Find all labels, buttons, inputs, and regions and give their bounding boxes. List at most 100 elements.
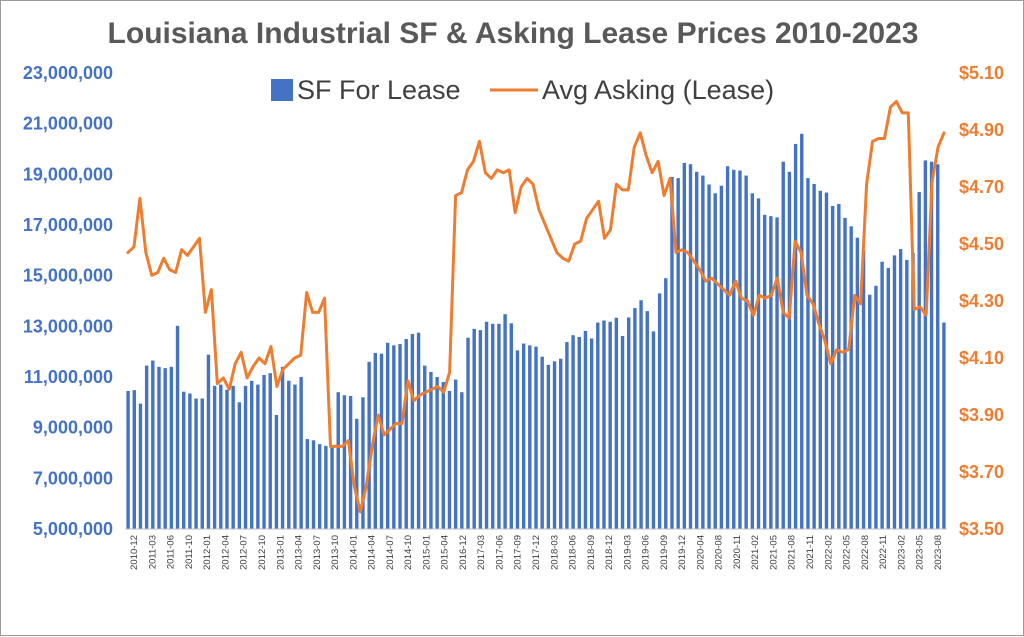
bar: [627, 317, 631, 529]
y-right-tick-label: $4.10: [959, 348, 1004, 368]
x-tick-label: 2012-01: [202, 535, 213, 570]
legend: SF For Lease Avg Asking (Lease): [271, 75, 774, 105]
y-right-tick-label: $3.90: [959, 405, 1004, 425]
bar: [898, 249, 903, 529]
x-tick-label: 2021-02: [750, 535, 761, 570]
x-tick-label: 2014-07: [385, 535, 396, 570]
x-tick-label: 2021-05: [768, 535, 779, 570]
bar: [936, 164, 940, 529]
bar: [515, 350, 520, 529]
bar: [398, 344, 402, 529]
bar: [855, 237, 860, 530]
bar: [806, 178, 810, 529]
legend-label-line: Avg Asking (Lease): [542, 75, 774, 105]
bar: [453, 379, 458, 529]
bar: [447, 390, 452, 529]
bar: [497, 323, 501, 529]
bar: [892, 255, 897, 529]
y-right-tick-label: $3.70: [959, 462, 1004, 482]
bar: [577, 336, 581, 529]
bar: [206, 354, 211, 529]
bar: [243, 385, 248, 529]
bar: [837, 203, 841, 529]
bar: [336, 392, 340, 529]
x-tick-label: 2011-06: [166, 535, 177, 569]
bar: [843, 217, 847, 529]
x-tick-label: 2012-04: [220, 535, 231, 570]
bar: [521, 343, 526, 529]
bar: [559, 358, 563, 529]
bar: [596, 322, 600, 529]
bar: [694, 171, 699, 530]
y-right-tick-label: $4.90: [959, 120, 1004, 140]
y-left-tick-label: 15,000,000: [23, 266, 113, 286]
bar: [664, 278, 668, 529]
bar: [719, 185, 724, 530]
bar: [781, 161, 785, 530]
y-axis-right: $3.50 $3.70 $3.90 $4.10 $4.30 $4.50 $4.70 $4.90…: [959, 63, 1004, 539]
bar: [441, 382, 445, 529]
x-tick-label: 2020-08: [714, 535, 725, 570]
x-tick-label: 2023-08: [933, 535, 944, 570]
bar: [392, 345, 396, 529]
bar: [404, 339, 408, 529]
y-right-tick-label: $4.50: [959, 234, 1004, 254]
bar: [305, 439, 310, 529]
bar: [861, 250, 866, 529]
bar: [633, 308, 637, 529]
bar: [620, 335, 625, 529]
x-tick-label: 2019-09: [659, 535, 670, 570]
bar: [503, 314, 507, 529]
x-tick-label: 2013-07: [312, 535, 323, 570]
bar: [905, 259, 909, 529]
bar: [762, 214, 767, 529]
bar: [534, 346, 538, 529]
x-tick-label: 2017-03: [476, 535, 487, 570]
x-tick-label: 2017-06: [494, 535, 505, 570]
x-tick-label: 2012-07: [239, 535, 250, 570]
bar: [423, 365, 427, 529]
bar: [849, 226, 853, 529]
bar: [676, 178, 680, 529]
bar: [929, 161, 934, 530]
bar: [231, 385, 235, 529]
bar: [478, 330, 483, 529]
x-tick-label: 2014-04: [367, 535, 378, 570]
x-tick-label: 2018-12: [604, 535, 615, 570]
bar: [200, 398, 204, 529]
y-left-tick-label: 9,000,000: [33, 418, 113, 438]
bar: [472, 328, 476, 529]
bar: [361, 397, 365, 529]
x-axis: 2010-12 2011-03 2011-06 2011-10 2012-01 2012-…: [125, 528, 947, 570]
y-left-tick-label: 13,000,000: [23, 316, 113, 336]
x-tick-label: 2013-10: [330, 535, 341, 570]
bar: [367, 361, 371, 529]
bar: [732, 169, 736, 529]
y-right-tick-label: $4.70: [959, 177, 1004, 197]
bar: [812, 183, 816, 529]
x-tick-label: 2014-01: [348, 535, 359, 570]
x-tick-label: 2021-11: [805, 535, 816, 569]
bar: [311, 440, 316, 529]
bar: [651, 331, 656, 529]
bar: [775, 217, 779, 529]
bar: [602, 320, 606, 529]
bar: [151, 360, 155, 529]
bar: [410, 333, 415, 529]
bar: [738, 170, 742, 529]
bar: [725, 166, 730, 530]
bar: [614, 317, 619, 529]
x-tick-label: 2022-08: [860, 535, 871, 570]
legend-label-bars: SF For Lease: [297, 75, 461, 105]
x-tick-label: 2023-05: [915, 535, 926, 570]
x-tick-label: 2011-10: [184, 535, 195, 569]
bar: [194, 398, 198, 529]
bar: [589, 338, 594, 529]
bar: [571, 335, 575, 529]
bar: [818, 190, 822, 530]
bar: [800, 133, 804, 530]
bar: [682, 162, 687, 529]
bar: [182, 391, 186, 529]
bar: [528, 345, 532, 529]
